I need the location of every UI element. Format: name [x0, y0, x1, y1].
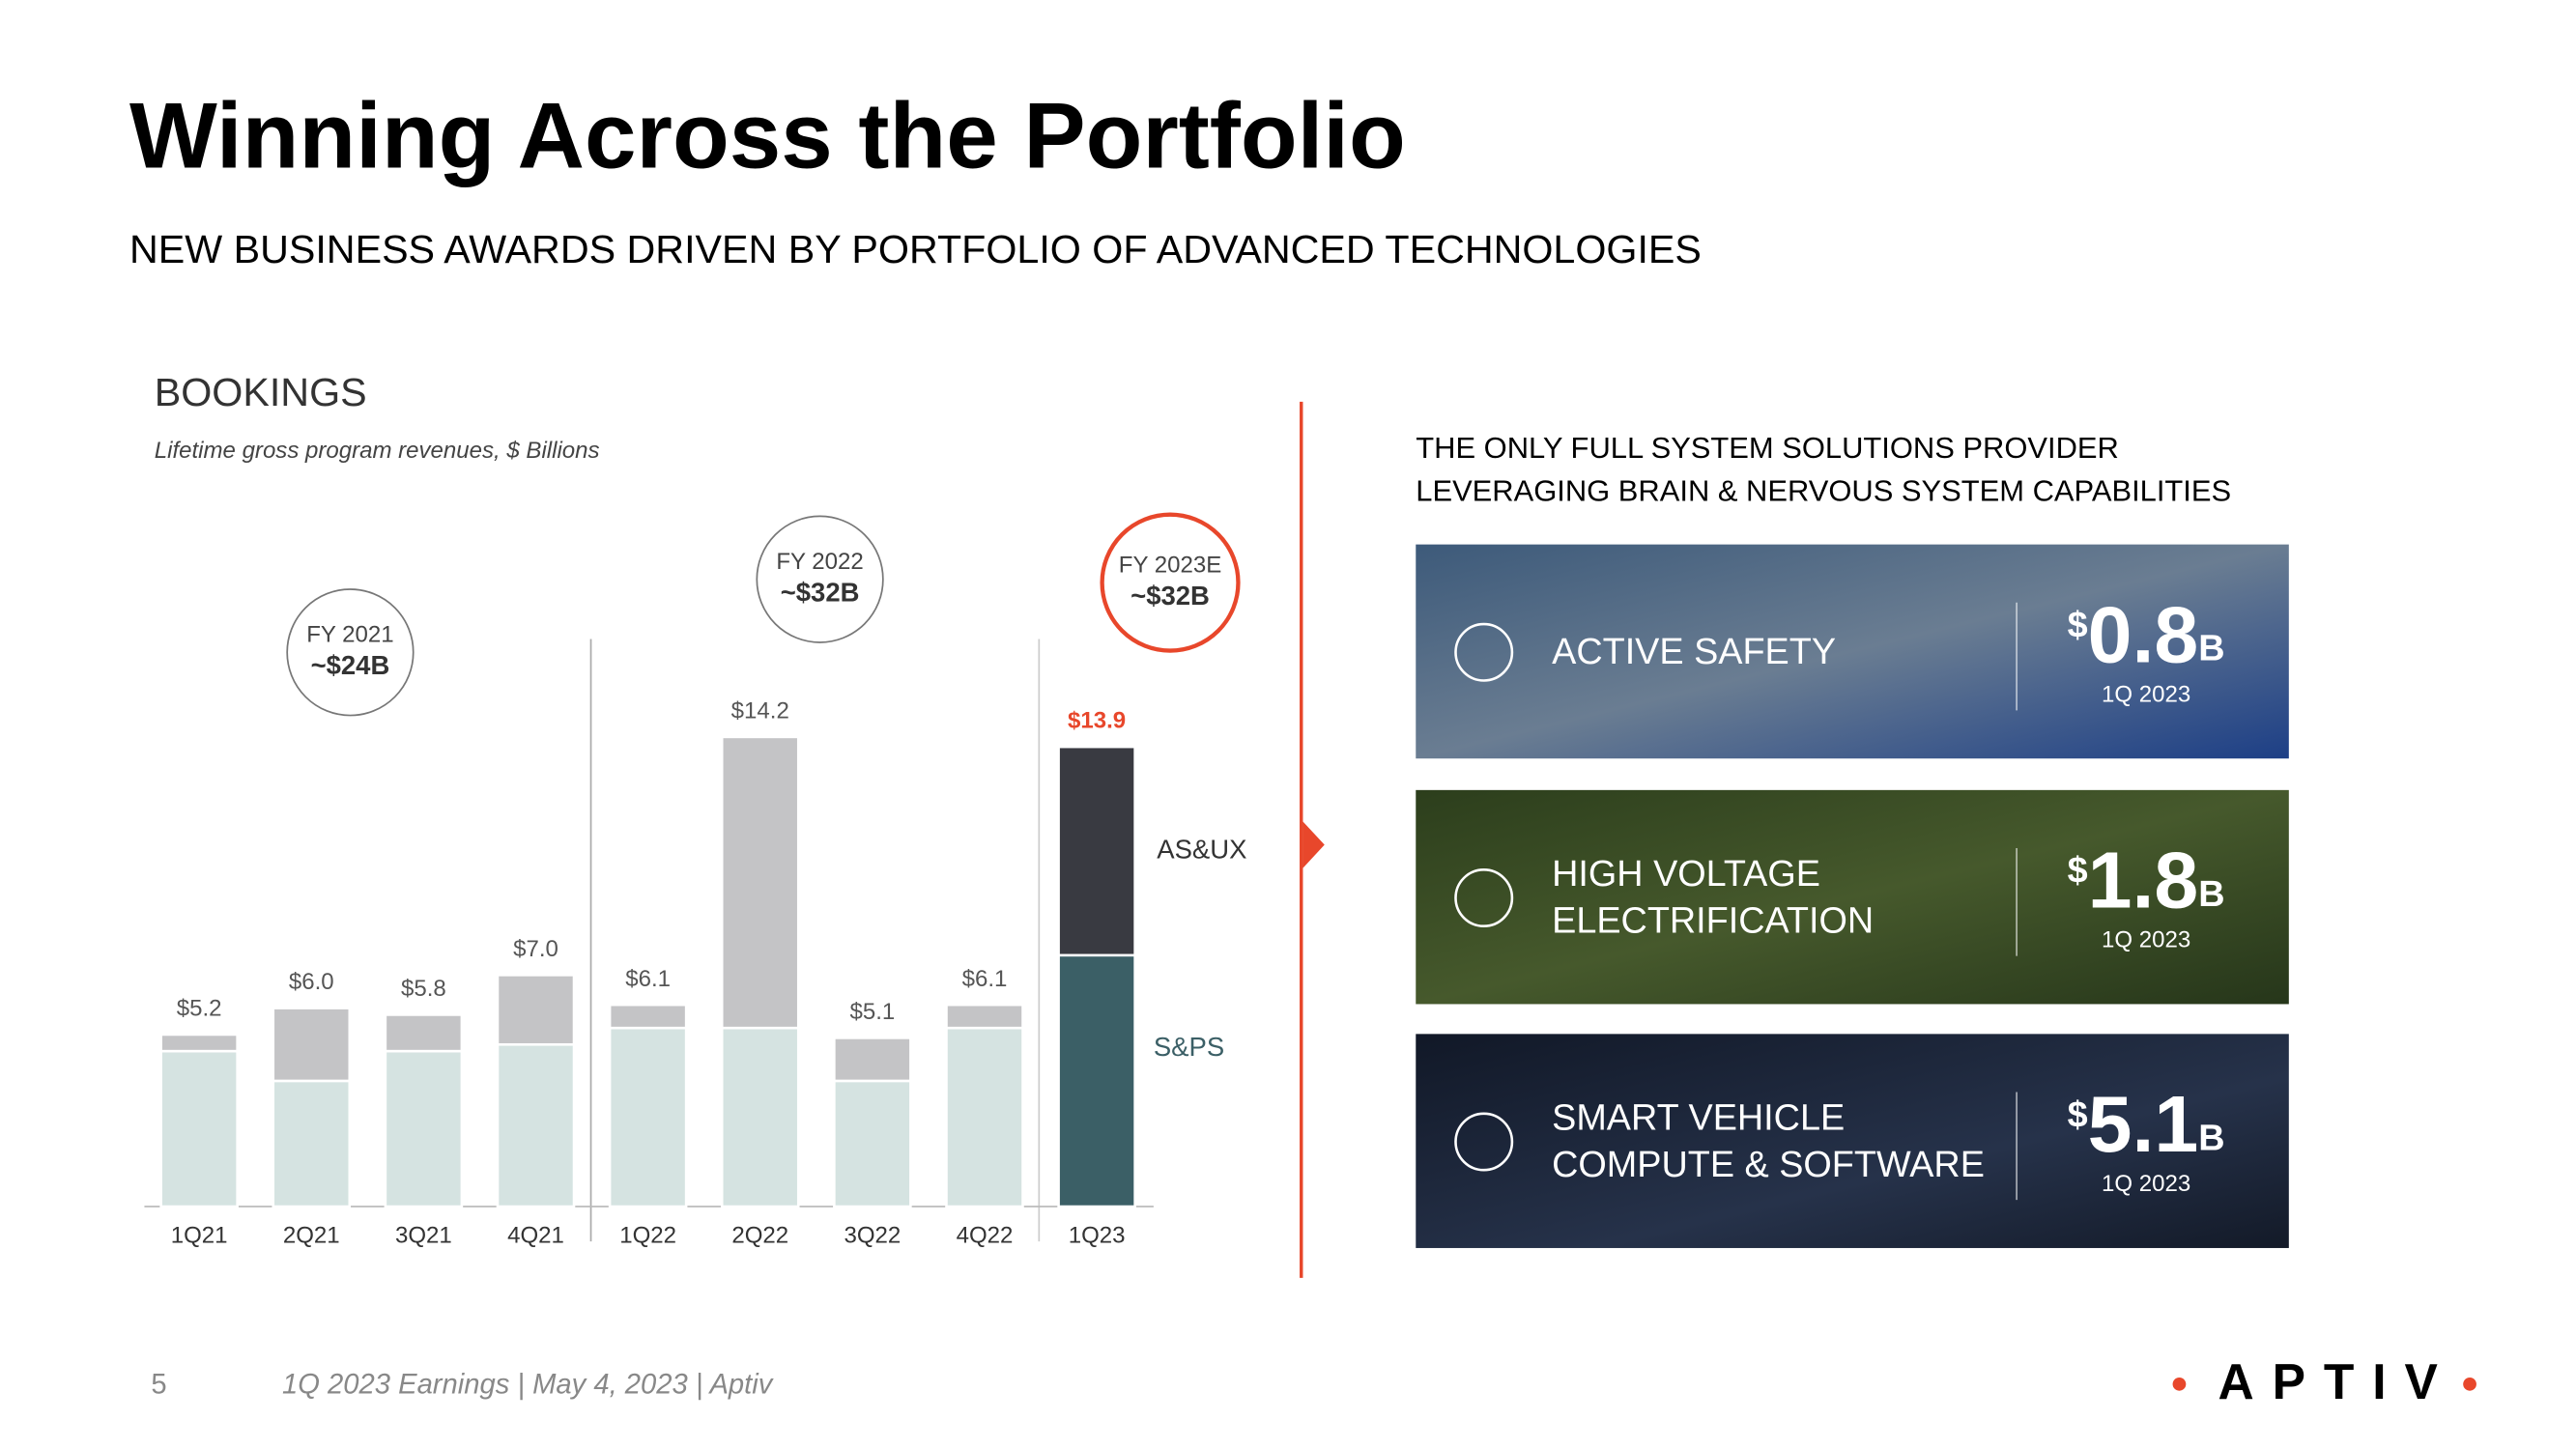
card-value: $5.1B [2068, 1080, 2225, 1169]
divider-arrow [1302, 821, 1325, 868]
bar-segment [608, 1026, 688, 1208]
card-background [1416, 544, 2289, 759]
page-number: 5 [151, 1369, 166, 1400]
x-tick-label: 1Q23 [1069, 1222, 1126, 1248]
bar-segment [833, 1079, 912, 1208]
value-label: $13.9 [1068, 708, 1126, 734]
x-tick-label: 1Q22 [619, 1222, 676, 1248]
x-tick-label: 2Q21 [283, 1222, 340, 1248]
chart-subtitle: Lifetime gross program revenues, $ Billi… [155, 438, 600, 464]
slide-title: Winning Across the Portfolio [129, 84, 1406, 187]
logo: APTIV [2218, 1353, 2456, 1409]
bar-segment [1057, 745, 1136, 957]
annotation-circle [756, 515, 884, 643]
card-icon [1454, 868, 1514, 927]
value-label: $6.0 [289, 969, 334, 995]
annotation-label: FY 2021 [306, 621, 393, 647]
annotation-circle [286, 588, 415, 717]
value-label: $5.8 [401, 976, 446, 1002]
x-tick-label: 4Q22 [957, 1222, 1014, 1248]
footer-text: 1Q 2023 Earnings | May 4, 2023 | Aptiv [282, 1369, 774, 1400]
bar-segment [272, 1007, 352, 1083]
bar-segment [1057, 953, 1136, 1208]
bar-segment [720, 735, 800, 1030]
card-amount: 5.1 [2088, 1080, 2199, 1169]
annotation-value: ~$24B [311, 650, 390, 680]
panel-heading: LEVERAGING BRAIN & NERVOUS SYSTEM CAPABI… [1416, 474, 2231, 508]
bar-segment [945, 1003, 1024, 1030]
card-title: ACTIVE SAFETY [1552, 632, 1836, 672]
card-amount: 0.8 [2088, 590, 2199, 679]
logo-dot [2463, 1377, 2476, 1391]
bar-segment [720, 1026, 800, 1208]
annotation-value: ~$32B [1131, 581, 1210, 611]
legend-label: AS&UX [1157, 835, 1246, 865]
x-tick-label: 1Q21 [171, 1222, 228, 1248]
bar-segment [272, 1079, 352, 1208]
value-label: $6.1 [962, 966, 1008, 992]
x-tick-label: 3Q22 [844, 1222, 901, 1248]
x-tick-label: 3Q21 [395, 1222, 452, 1248]
x-tick-label: 2Q22 [731, 1222, 788, 1248]
bar-segment [496, 974, 576, 1046]
card-title: COMPUTE & SOFTWARE [1552, 1145, 1985, 1185]
card-background [1416, 1034, 2289, 1248]
annotation-label: FY 2022 [776, 549, 863, 575]
bar-segment [159, 1049, 239, 1208]
slide-subtitle: NEW BUSINESS AWARDS DRIVEN BY PORTFOLIO … [129, 227, 1702, 271]
bar-segment [159, 1033, 239, 1053]
card-unit: B [2198, 874, 2224, 915]
annotation-label: FY 2023E [1119, 552, 1221, 578]
card-value: $1.8B [2068, 836, 2225, 924]
card-period: 1Q 2023 [2102, 927, 2190, 953]
card-icon [1454, 1112, 1514, 1172]
panel-heading: THE ONLY FULL SYSTEM SOLUTIONS PROVIDER [1416, 431, 2119, 465]
card-period: 1Q 2023 [2102, 1171, 2190, 1197]
card-icon [1454, 622, 1514, 682]
chart-title: BOOKINGS [155, 370, 367, 414]
card-currency: $ [2068, 1094, 2088, 1135]
logo-dot [2172, 1377, 2187, 1391]
value-label: $5.1 [849, 999, 895, 1025]
bar-segment [384, 1013, 464, 1053]
value-label: $7.0 [513, 936, 558, 962]
annotation-value: ~$32B [781, 577, 860, 607]
value-label: $14.2 [731, 697, 789, 724]
card-amount: 1.8 [2088, 836, 2199, 924]
bar-segment [496, 1042, 576, 1208]
value-label: $6.1 [625, 966, 671, 992]
x-tick-label: 4Q21 [507, 1222, 564, 1248]
card-currency: $ [2068, 851, 2088, 892]
card-background [1416, 789, 2289, 1005]
card-title: HIGH VOLTAGE [1552, 854, 1820, 895]
card-title: ELECTRIFICATION [1552, 900, 1874, 941]
card-period: 1Q 2023 [2102, 681, 2190, 707]
card-unit: B [2198, 629, 2224, 669]
card-title: SMART VEHICLE [1552, 1098, 1845, 1139]
bar-segment [945, 1026, 1024, 1208]
annotation-circle [1100, 512, 1241, 653]
card-unit: B [2198, 1118, 2224, 1158]
bar-segment [608, 1003, 688, 1030]
value-label: $5.2 [177, 996, 222, 1022]
legend-label: S&PS [1154, 1032, 1224, 1062]
card-value: $0.8B [2068, 590, 2225, 679]
bar-segment [384, 1049, 464, 1208]
card-currency: $ [2068, 605, 2088, 645]
bar-segment [833, 1037, 912, 1083]
